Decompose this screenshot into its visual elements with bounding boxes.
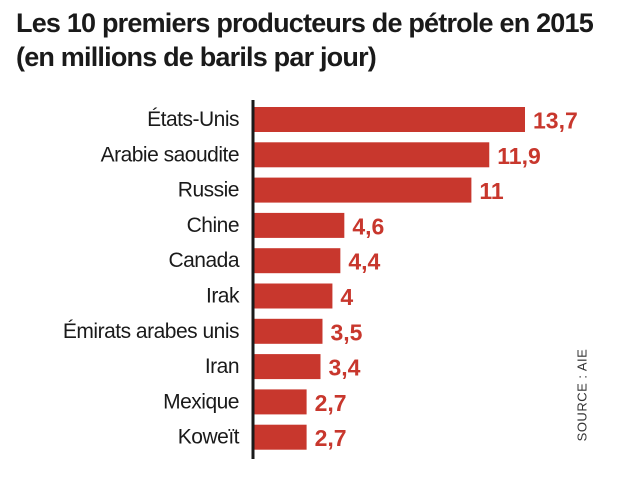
bar	[253, 248, 341, 274]
category-label: Iran	[205, 355, 239, 378]
bar	[253, 177, 472, 203]
value-label: 2,7	[315, 390, 347, 416]
chart-title: Les 10 premiers producteurs de pétrole e…	[16, 8, 594, 38]
value-label: 3,5	[330, 319, 362, 345]
category-label: Russie	[178, 179, 239, 202]
chart-subtitle: (en millions de barils par jour)	[16, 42, 377, 72]
category-labels-group: États-Unis Arabie saoudite Russie Chine Cana…	[63, 108, 241, 449]
value-label: 4	[340, 284, 353, 310]
chart-title-block: Les 10 premiers producteurs de pétrole e…	[16, 6, 594, 74]
bar	[253, 354, 321, 380]
category-label: Chine	[187, 214, 239, 237]
value-label: 11,9	[497, 143, 541, 169]
bar	[253, 318, 323, 344]
category-label: Koweït	[178, 426, 240, 449]
bars-group	[253, 107, 525, 450]
category-label: Arabie saoudite	[101, 143, 239, 166]
category-label: Mexique	[163, 390, 239, 413]
value-label: 4,4	[348, 249, 380, 275]
value-label: 2,7	[315, 425, 347, 451]
value-label: 11	[479, 178, 504, 204]
bar	[253, 107, 525, 132]
category-label: Canada	[168, 249, 239, 272]
bar	[253, 142, 490, 168]
value-label: 13,7	[533, 108, 578, 134]
category-label: Émirats arabes unis	[63, 320, 239, 343]
bar	[253, 212, 345, 238]
bar	[253, 389, 307, 415]
bar	[253, 283, 333, 309]
value-label: 4,6	[352, 213, 384, 239]
category-label: États-Unis	[147, 108, 239, 131]
value-label: 3,4	[329, 355, 361, 381]
value-labels-group: 13,7 11,9 11 4,6 4,4 4 3,5 3,4 2,7 2,7	[315, 108, 578, 452]
source-note: SOURCE : AIE	[574, 348, 590, 442]
bar	[253, 424, 307, 450]
category-label: Irak	[206, 285, 240, 308]
